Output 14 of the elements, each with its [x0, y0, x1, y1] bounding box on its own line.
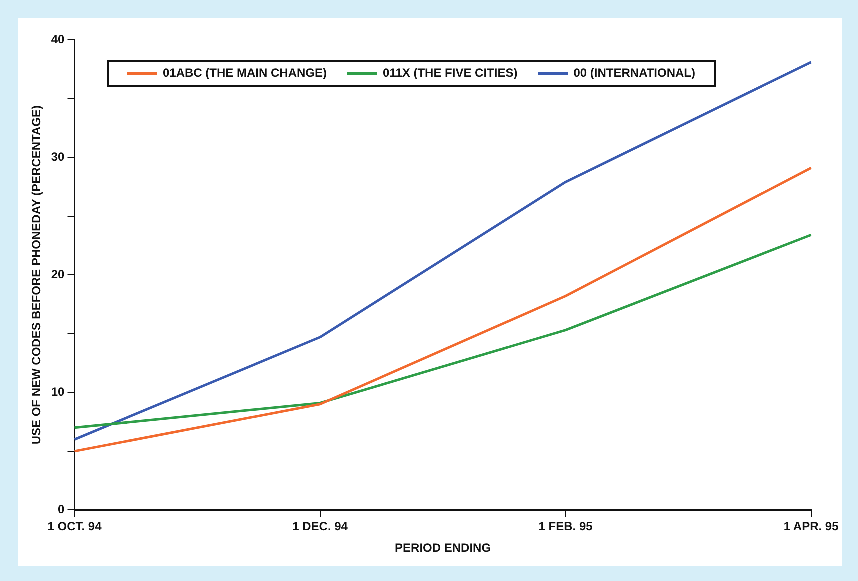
- y-axis-title: USE OF NEW CODES BEFORE PHONEDAY (PERCENTAGE): [30, 106, 44, 445]
- y-tick-label: 40: [51, 32, 66, 46]
- legend-label: 01ABC (THE MAIN CHANGE): [163, 66, 328, 81]
- legend-label: 011X (THE FIVE CITIES): [383, 66, 518, 81]
- x-tick-label: 1 FEB. 95: [538, 520, 594, 534]
- legend-label: 00 (INTERNATIONAL): [574, 66, 696, 81]
- x-tick-label: 1 DEC. 94: [292, 520, 348, 534]
- y-tick-label: 0: [58, 502, 66, 517]
- x-axis-title: PERIOD ENDING: [395, 541, 492, 556]
- y-tick-label: 10: [51, 384, 66, 399]
- x-tick-label: 1 APR. 95: [784, 520, 840, 534]
- x-tick-label: 1 OCT. 94: [48, 520, 102, 534]
- y-tick-label: 30: [51, 150, 66, 164]
- y-tick-label: 20: [51, 267, 66, 282]
